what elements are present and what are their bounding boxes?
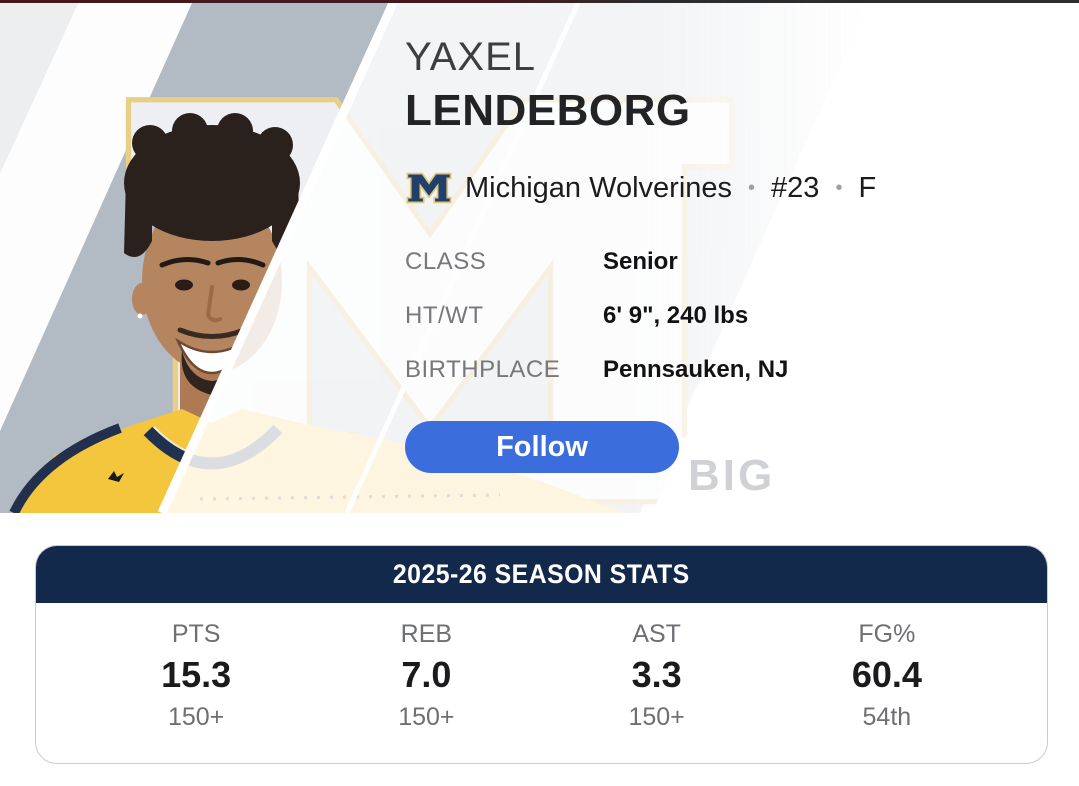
jersey-number: #23: [771, 171, 820, 204]
stat-col-reb: REB 7.0 150+: [311, 617, 541, 735]
player-info: YAXEL LENDEBORG Michigan Wolverines • #2…: [405, 33, 965, 473]
stat-label: PTS: [171, 620, 221, 648]
bio-label: CLASS: [405, 248, 487, 275]
stat-rank: 54th: [862, 703, 912, 731]
separator-dot: •: [748, 176, 756, 199]
player-hero: BIG YAXEL LENDEBORG Michigan Wolverines …: [0, 3, 1079, 513]
season-stats-body: PTS 15.3 150+ REB 7.0 150+ AST 3.3 150+ …: [36, 603, 1047, 735]
device-top-strip: [0, 0, 1079, 3]
big-ten-watermark: BIG: [688, 451, 776, 500]
bio-row-birthplace: BIRTHPLACE Pennsauken, NJ: [405, 343, 965, 397]
stat-label: REB: [400, 620, 453, 648]
follow-button[interactable]: Follow: [405, 421, 679, 473]
stat-value: 15.3: [161, 654, 232, 695]
stat-rank: 150+: [628, 703, 685, 731]
bio-value: 6' 9", 240 lbs: [603, 302, 749, 329]
bio-label: HT/WT: [405, 302, 484, 329]
bio-row-class: CLASS Senior: [405, 235, 965, 289]
season-stats-title: 2025-26 SEASON STATS: [393, 559, 690, 589]
stat-label: AST: [632, 620, 681, 648]
stat-value: 7.0: [401, 654, 452, 695]
stat-label: FG%: [858, 620, 916, 648]
player-first-name: YAXEL: [405, 35, 536, 79]
team-name-link[interactable]: Michigan Wolverines: [465, 171, 733, 204]
player-photo: BIG: [0, 3, 1079, 513]
season-stats-card: 2025-26 SEASON STATS PTS 15.3 150+ REB 7…: [35, 545, 1048, 764]
stat-col-ast: AST 3.3 150+: [542, 617, 772, 735]
player-position: F: [858, 171, 877, 204]
bio-value: Senior: [603, 248, 678, 275]
stat-rank: 150+: [398, 703, 455, 731]
stat-col-pts: PTS 15.3 150+: [81, 617, 311, 735]
team-row: Michigan Wolverines • #23 • F: [405, 171, 965, 205]
player-bio: CLASS Senior HT/WT 6' 9", 240 lbs BIRTHP…: [405, 235, 965, 397]
separator-dot: •: [835, 176, 843, 199]
player-last-name: LENDEBORG: [405, 86, 691, 135]
bio-value: Pennsauken, NJ: [603, 356, 789, 383]
stat-col-fgpct: FG% 60.4 54th: [772, 617, 1002, 735]
stat-rank: 150+: [167, 703, 225, 731]
stat-value: 60.4: [851, 654, 922, 695]
bio-label: BIRTHPLACE: [405, 356, 561, 383]
michigan-logo-icon: [406, 172, 452, 204]
season-stats-header: 2025-26 SEASON STATS: [36, 546, 1047, 603]
bio-row-htwt: HT/WT 6' 9", 240 lbs: [405, 289, 965, 343]
stat-value: 3.3: [631, 654, 682, 695]
